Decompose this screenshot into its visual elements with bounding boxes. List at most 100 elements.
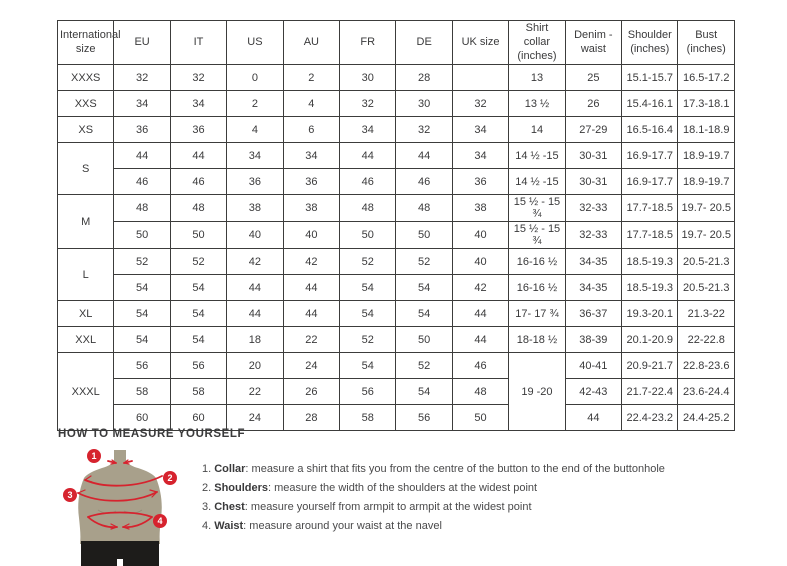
table-cell: 0 — [226, 64, 284, 92]
table-cell: 4 — [282, 90, 341, 118]
column-header: Denim - waist — [564, 19, 623, 66]
table-cell: 17.7-18.5 — [621, 221, 679, 250]
size-group-cell: XXXL — [56, 352, 115, 432]
measure-badges: 1 2 3 4 — [63, 449, 177, 528]
table-cell: 30-31 — [564, 142, 623, 170]
column-header: AU — [282, 19, 341, 66]
table-cell: 14 ½ -15 — [508, 168, 566, 196]
table-cell: 36 — [169, 116, 228, 144]
table-cell: 52 — [169, 248, 228, 276]
instruction-label: Collar — [214, 463, 246, 475]
table-cell: 54 — [113, 274, 171, 302]
column-header: Shoulder (inches) — [621, 19, 679, 66]
table-cell: 54 — [169, 274, 228, 302]
table-cell: 13 ½ — [508, 90, 566, 118]
table-cell: 26 — [564, 90, 623, 118]
table-cell: 15.1-15.7 — [621, 64, 679, 92]
table-cell: 36 — [113, 116, 171, 144]
table-cell: 18.5-19.3 — [621, 248, 679, 276]
column-header: IT — [169, 19, 228, 66]
table-cell: 54 — [113, 300, 171, 328]
table-cell: 42-43 — [564, 378, 623, 406]
table-row: XXXS 32 32 0 2 30 28 13 25 15.1-15.7 16.5-17.2 — [56, 64, 735, 92]
table-row: 46 46 36 36 46 46 36 14 ½ -15 30-31 16.9-17.7 18.9… — [58, 168, 735, 196]
table-cell: 38 — [226, 194, 284, 223]
badge-3-circle — [63, 488, 77, 502]
table-cell: 50 — [113, 221, 171, 250]
table-cell: 17.3-18.1 — [677, 90, 735, 118]
table-cell: 34 — [282, 142, 341, 170]
table-cell: 16.9-17.7 — [621, 168, 679, 196]
badge-2-circle — [163, 471, 177, 485]
shoulders-arrowhead — [84, 475, 93, 483]
table-cell: 60 — [113, 404, 171, 432]
badge-4-circle — [153, 514, 167, 528]
column-header: UK size — [451, 19, 510, 66]
table-cell: 44 — [169, 142, 228, 170]
table-cell: 54 — [113, 326, 171, 354]
table-cell: 50 — [339, 221, 397, 250]
table-cell: 36-37 — [564, 300, 623, 328]
table-row: 50 50 40 40 50 50 40 15 ½ - 15 ¾ 32-33 17.7-18.5 1… — [58, 221, 735, 250]
table-cell: 25 — [564, 64, 623, 92]
measure-instruction: 3. Chest: measure yourself from armpit t… — [202, 498, 665, 517]
table-row: 60 60 24 28 58 56 50 44 22.4-23.2 24.4-25.2 — [58, 404, 735, 432]
table-cell: 14 ½ -15 — [508, 142, 566, 170]
table-cell: 17.7-18.5 — [621, 194, 679, 223]
how-to-measure-title: HOW TO MEASURE YOURSELF — [58, 428, 246, 440]
instruction-label: Chest — [214, 501, 245, 513]
mannequin-illustration: 1 2 3 4 — [63, 449, 177, 566]
table-cell: 42 — [451, 274, 510, 302]
table-cell: 44 — [226, 300, 284, 328]
table-cell: 32 — [395, 116, 453, 144]
table-cell: 42 — [226, 248, 284, 276]
table-cell: 44 — [282, 300, 341, 328]
table-cell: 44 — [451, 326, 510, 354]
badge-3-number: 3 — [67, 490, 72, 500]
instruction-number: 4. — [202, 520, 215, 532]
table-cell: 40 — [226, 221, 284, 250]
table-cell: 44 — [282, 274, 341, 302]
table-cell: 18 — [226, 326, 284, 354]
table-cell: 16.5-16.4 — [621, 116, 679, 144]
table-cell: 13 — [508, 64, 566, 92]
table-cell: 34 — [113, 90, 171, 118]
table-cell: 48 — [395, 194, 453, 223]
instruction-label: Waist — [214, 520, 244, 532]
table-cell: 56 — [395, 404, 453, 432]
instruction-number: 3. — [202, 501, 215, 513]
table-cell: 18.5-19.3 — [621, 274, 679, 302]
table-cell: 44 — [564, 404, 623, 432]
how-to-measure-body: 1 2 3 4 1. Collar: measure a shirt that … — [58, 448, 748, 566]
table-cell: 20.5-21.3 — [677, 248, 735, 276]
table-cell: 60 — [169, 404, 228, 432]
table-cell: 36 — [282, 168, 341, 196]
table-cell: 40 — [282, 221, 341, 250]
instruction-label: Shoulders — [214, 482, 269, 494]
table-cell: 44 — [451, 300, 510, 328]
table-cell: 52 — [339, 248, 397, 276]
column-header: FR — [339, 19, 397, 66]
table-cell: 32 — [169, 64, 228, 92]
table-cell: 38-39 — [564, 326, 623, 354]
table-cell: 54 — [339, 300, 397, 328]
table-cell: 38 — [282, 194, 341, 223]
table-cell: 4 — [226, 116, 284, 144]
table-cell: 54 — [169, 300, 228, 328]
waist-arrowheads — [110, 523, 130, 530]
table-cell: 16-16 ½ — [508, 248, 566, 276]
table-cell: 48 — [113, 194, 171, 223]
table-cell: 34 — [226, 142, 284, 170]
table-cell: 20 — [226, 352, 284, 380]
mannequin-shorts — [81, 541, 159, 566]
table-cell: 20.5-21.3 — [677, 274, 735, 302]
table-cell: 32 — [113, 64, 171, 92]
table-cell: 48 — [339, 194, 397, 223]
size-group-cell: XXXS — [56, 64, 115, 92]
table-cell: 40 — [451, 221, 510, 250]
table-cell: 20.1-20.9 — [621, 326, 679, 354]
table-cell: 44 — [113, 142, 171, 170]
table-cell: 28 — [282, 404, 341, 432]
table-cell: 54 — [395, 378, 453, 406]
table-cell: 58 — [169, 378, 228, 406]
